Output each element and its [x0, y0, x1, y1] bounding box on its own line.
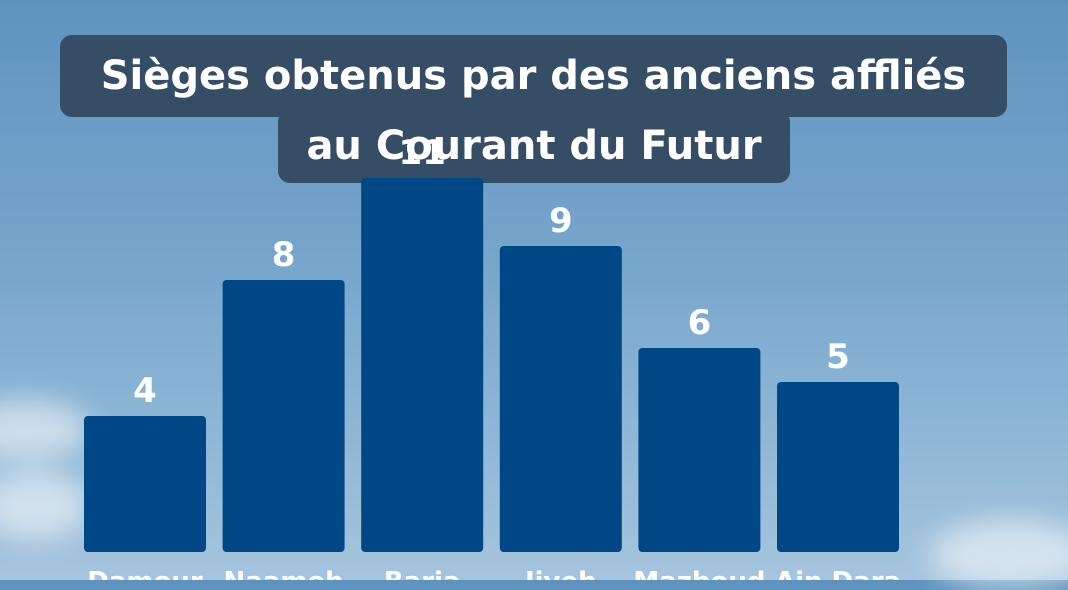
bar-damour [84, 416, 206, 552]
bar-value-label: 8 [272, 235, 296, 275]
bar-value-label: 5 [826, 337, 850, 377]
cloud-decoration [930, 520, 1068, 590]
chart-title-line-1: Sièges obtenus par des anciens affliés [60, 35, 1007, 117]
bar-value-label: 4 [133, 371, 157, 411]
category-label: Naameh [224, 567, 344, 580]
category-label: Mazboud [633, 567, 765, 580]
bar-value-label: 9 [549, 201, 573, 241]
chart-title-line-2: au Courant du Futur [278, 110, 790, 183]
bar-value-label: 11 [399, 133, 446, 173]
cloud-decoration [0, 470, 90, 540]
bar-mazboud [638, 348, 761, 552]
bar-naameh [222, 280, 345, 552]
category-label: Barja [384, 567, 461, 580]
bar-barja [361, 178, 484, 552]
bar-value-label: 6 [688, 303, 712, 343]
bar-jiyeh [499, 246, 622, 552]
category-label: Damour [87, 567, 203, 580]
category-label: Jiyeh [523, 567, 597, 580]
category-label: Ain Dara [775, 567, 901, 580]
bar-ain-dara [777, 382, 899, 552]
